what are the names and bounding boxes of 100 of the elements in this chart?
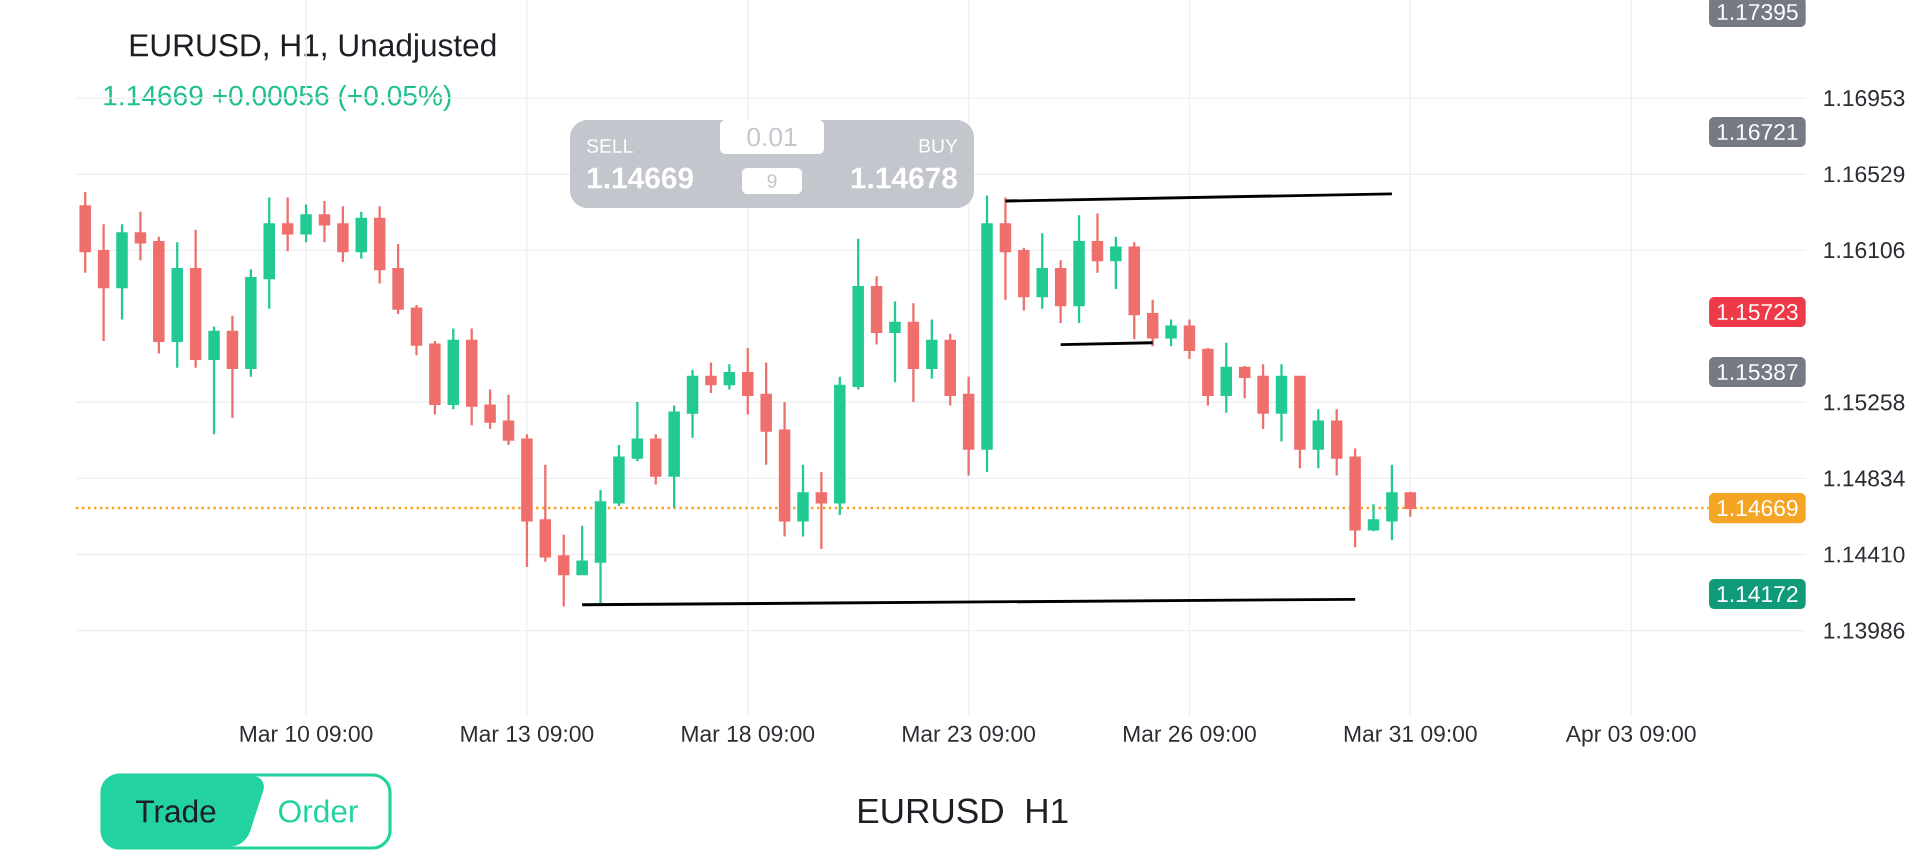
x-tick-label: Mar 13 09:00 xyxy=(461,725,594,742)
y-tick-label: 1.16529 xyxy=(1824,166,1905,183)
candlestick xyxy=(1386,463,1398,542)
annotation: BUY xyxy=(919,139,958,153)
candlestick xyxy=(613,443,625,508)
annotation: 1.15723 xyxy=(1717,303,1798,321)
annotation: 1.16721 xyxy=(1717,123,1798,141)
candlestick xyxy=(484,388,496,431)
text: H1 xyxy=(1027,798,1068,824)
candlestick xyxy=(944,332,956,407)
ref-line-label: 1.14669 xyxy=(1717,499,1798,517)
candlestick xyxy=(1018,246,1030,312)
candlestick xyxy=(650,433,662,486)
candlestick xyxy=(337,205,349,264)
x-tick-label: Mar 18 09:00 xyxy=(682,725,815,742)
candlestick xyxy=(778,400,791,538)
candlestick xyxy=(926,318,938,380)
candlestick xyxy=(557,533,570,608)
y-tick-label: 1.13986 xyxy=(1824,622,1905,639)
candlestick xyxy=(263,196,275,310)
annotation: 1.14172 xyxy=(1717,586,1798,602)
candlestick xyxy=(852,237,864,391)
candlestick xyxy=(189,228,202,369)
candlestick xyxy=(742,346,754,416)
candlestick xyxy=(1367,503,1380,533)
candlestick xyxy=(97,223,110,343)
candlestick xyxy=(1073,214,1085,325)
candlestick xyxy=(1202,346,1214,407)
candlestick xyxy=(1183,318,1196,361)
text: 1.14669 +0.00056 (+0.05%) xyxy=(104,84,451,112)
candlestick xyxy=(134,210,147,262)
candlestick xyxy=(392,242,404,316)
candlestick xyxy=(1294,375,1306,470)
candlestick xyxy=(521,433,533,569)
candlestick xyxy=(815,470,828,551)
candlestick xyxy=(410,303,423,357)
candlestick xyxy=(1128,241,1140,341)
y-tick-label: 1.16106 xyxy=(1824,242,1905,259)
candlestick xyxy=(318,199,331,244)
y-tick-label: 1.14834 xyxy=(1824,470,1905,487)
annotation: 1.17395 xyxy=(1717,3,1798,21)
candlestick xyxy=(373,205,386,285)
x-tick-label: Mar 23 09:00 xyxy=(903,725,1036,742)
annotation: 1.14678 xyxy=(851,167,957,189)
candlestick xyxy=(245,268,257,378)
candlestick xyxy=(1220,341,1233,414)
candlestick xyxy=(281,196,294,253)
y-tick-label: 1.15258 xyxy=(1824,394,1905,411)
candlestick xyxy=(962,375,975,477)
candlestick xyxy=(1054,259,1067,325)
y-tick-label: 1.16953 xyxy=(1824,90,1905,107)
candlestick xyxy=(226,314,239,420)
candlestick xyxy=(1257,363,1269,431)
candlestick xyxy=(907,302,920,404)
candlestick xyxy=(1349,447,1361,549)
candlestick xyxy=(834,375,846,517)
annotation: 1.14669 xyxy=(588,167,693,189)
candlestick xyxy=(668,404,680,509)
candlestick xyxy=(999,196,1012,301)
candlestick xyxy=(686,368,699,439)
annotation: SELL xyxy=(587,139,633,153)
candlestick xyxy=(797,463,809,538)
candlestick xyxy=(723,363,736,391)
candlestick xyxy=(981,194,993,474)
candlestick xyxy=(576,524,588,576)
annotation: 0.01 xyxy=(747,127,797,147)
x-tick-label: Mar 26 09:00 xyxy=(1124,725,1256,742)
candlestick xyxy=(429,339,441,416)
candlestick xyxy=(1404,490,1417,518)
candlestick xyxy=(208,325,220,436)
candlestick xyxy=(760,361,772,466)
x-tick-label: Apr 03 09:00 xyxy=(1565,725,1696,747)
candlestick xyxy=(1330,408,1343,477)
candlestick xyxy=(1238,364,1251,400)
candlestick xyxy=(1110,235,1122,291)
candlestick xyxy=(171,241,183,369)
candlestick xyxy=(153,235,165,355)
text: Order xyxy=(279,799,358,823)
candlestick xyxy=(502,393,515,447)
candlestick xyxy=(705,361,717,395)
candlestick xyxy=(1091,212,1104,274)
x-tick-label: Mar 10 09:00 xyxy=(240,725,373,742)
annotation: 9 xyxy=(767,174,777,188)
candlestick xyxy=(1275,363,1288,443)
text: Trade xyxy=(136,799,216,823)
annotation: 1.15387 xyxy=(1717,363,1798,381)
candlestick xyxy=(631,400,644,463)
candlestick xyxy=(1165,318,1177,348)
x-tick-label: Mar 31 09:00 xyxy=(1344,725,1477,742)
text: EURUSD xyxy=(859,798,1003,824)
candlestick xyxy=(1146,298,1159,348)
candlestick xyxy=(116,223,128,321)
candlestick xyxy=(1036,232,1048,310)
candlestick xyxy=(539,463,552,563)
candlestick xyxy=(300,203,312,244)
candlestick xyxy=(1312,408,1325,470)
candlestick xyxy=(889,300,901,384)
candlestick xyxy=(79,190,91,274)
candlestick xyxy=(594,488,607,605)
candlestick xyxy=(870,275,883,346)
